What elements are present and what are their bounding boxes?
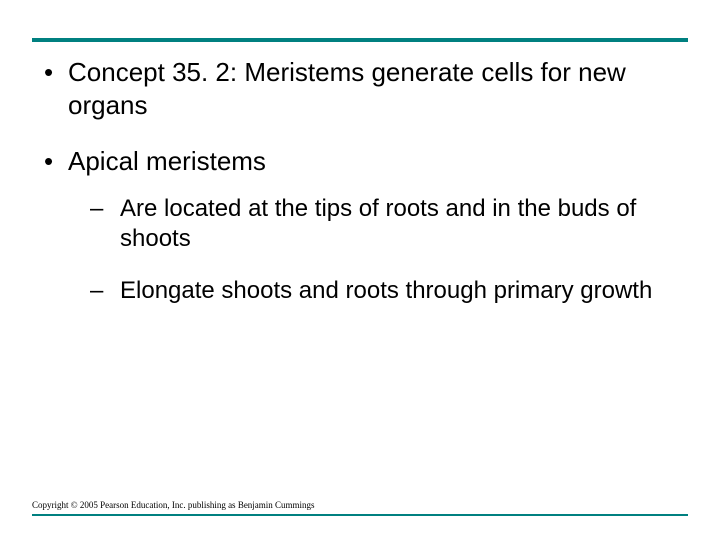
bullet-text: Concept 35. 2: Meristems generate cells … (68, 57, 626, 120)
list-item: Elongate shoots and roots through primar… (68, 276, 680, 306)
list-item: Are located at the tips of roots and in … (68, 194, 680, 254)
list-item: Apical meristems Are located at the tips… (40, 145, 680, 306)
list-item: Concept 35. 2: Meristems generate cells … (40, 56, 680, 121)
bullet-text: Elongate shoots and roots through primar… (120, 277, 652, 304)
top-rule (32, 38, 688, 42)
copyright-text: Copyright © 2005 Pearson Education, Inc.… (32, 500, 315, 510)
slide: Concept 35. 2: Meristems generate cells … (0, 0, 720, 540)
bullet-list-level1: Concept 35. 2: Meristems generate cells … (40, 56, 680, 306)
bullet-text: Apical meristems (68, 146, 266, 176)
content-area: Concept 35. 2: Meristems generate cells … (40, 56, 680, 330)
bottom-rule (32, 514, 688, 516)
bullet-text: Are located at the tips of roots and in … (120, 195, 636, 252)
bullet-list-level2: Are located at the tips of roots and in … (68, 194, 680, 306)
